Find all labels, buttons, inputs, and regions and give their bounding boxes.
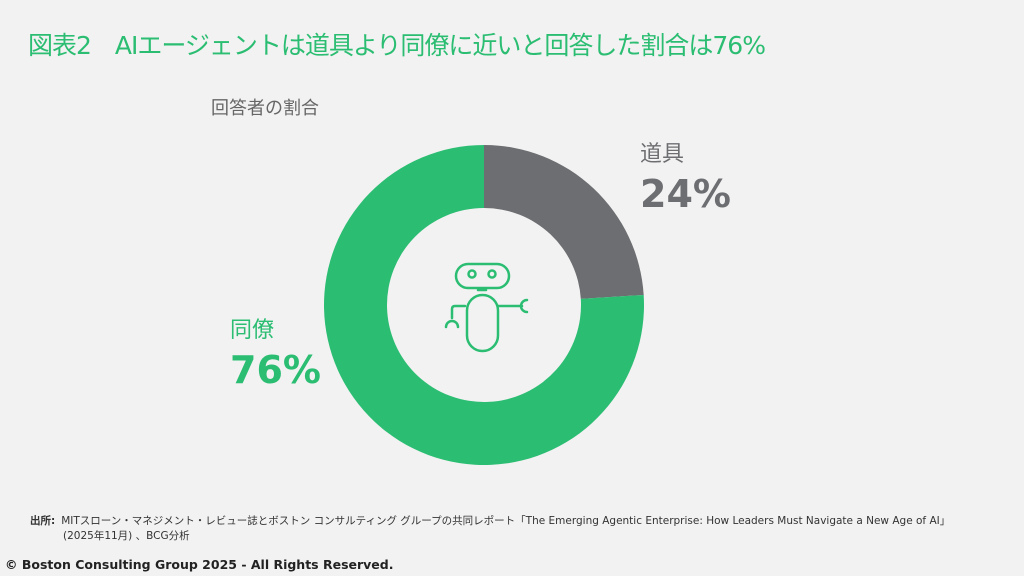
source-line2: (2025年11月) 、BCG分析 (63, 530, 190, 542)
label-tool-name: 道具 (640, 142, 685, 167)
label-tool: 道具 24% (640, 136, 731, 216)
source-label: 出所: (30, 515, 56, 527)
label-colleague-name: 同僚 (230, 318, 275, 343)
page-title: 図表2 AIエージェントは道具より同僚に近いと回答した割合は76% (28, 31, 766, 60)
copyright: © Boston Consulting Group 2025 - All Rig… (5, 557, 394, 572)
donut-slice-tool (484, 145, 644, 299)
donut-slice-colleague (324, 145, 644, 465)
chart-title: 回答者の割合 (211, 98, 319, 119)
source-line1: MITスローン・マネジメント・レビュー誌とボストン コンサルティング グループの… (61, 515, 951, 527)
source-note: 出所: MITスローン・マネジメント・レビュー誌とボストン コンサルティング グル… (30, 514, 950, 544)
label-tool-value: 24% (640, 172, 731, 216)
label-colleague: 同僚 76% (230, 312, 321, 392)
label-colleague-value: 76% (230, 348, 321, 392)
robot-icon (444, 262, 529, 353)
